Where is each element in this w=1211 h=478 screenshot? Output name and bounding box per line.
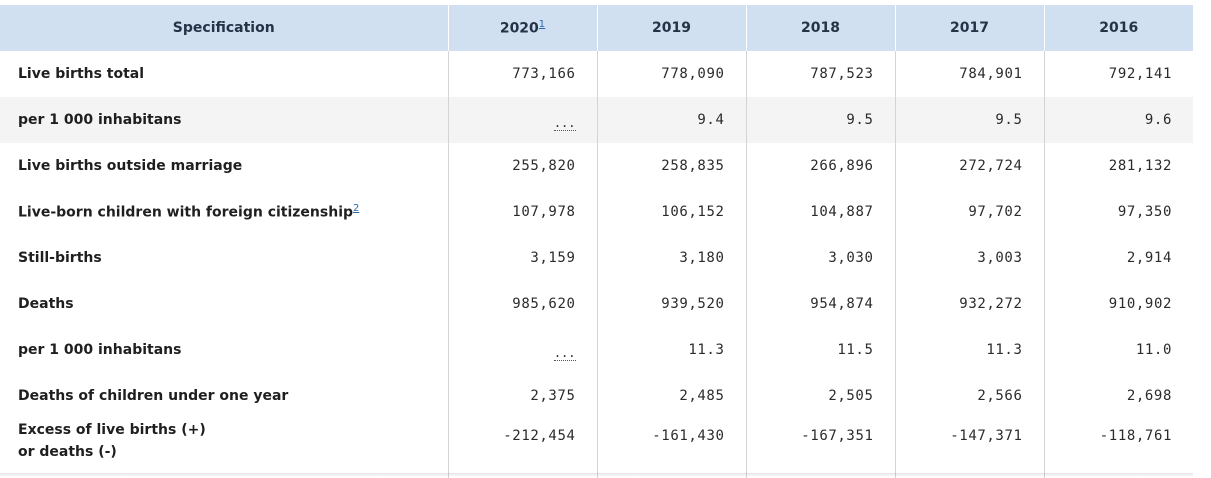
row-label: Live-born children with foreign citizens… — [18, 204, 354, 221]
data-table-wrapper: Specification 20201 2019 2018 2017 2016 … — [0, 5, 1193, 478]
cell-value: 9.5 — [895, 97, 1045, 143]
cell-value: -167,351 — [746, 419, 896, 478]
cell-value: 910,902 — [1108, 296, 1172, 312]
cell-value-not-available[interactable]: ... — [448, 327, 598, 373]
cell-value: 107,978 — [448, 189, 598, 235]
cell-value: 792,141 — [1108, 66, 1172, 82]
cell-value: 954,874 — [746, 281, 896, 327]
table-row-foreign-citizenship: Live-born children with foreign citizens… — [0, 189, 1193, 235]
cell-value: 2,698 — [1126, 388, 1172, 404]
cell-value: 9.4 — [597, 97, 747, 143]
scroll-shadow-divider — [0, 473, 1193, 477]
header-year-label: 2018 — [801, 20, 840, 36]
cell-value: 97,702 — [895, 189, 1045, 235]
births-deaths-table: Specification 20201 2019 2018 2017 2016 … — [0, 5, 1193, 478]
row-label: per 1 000 inhabitans — [0, 97, 449, 143]
cell-value: -147,371 — [895, 419, 1045, 478]
cell-value: 97,350 — [1117, 204, 1172, 220]
footnote-link-1[interactable]: 1 — [538, 19, 546, 31]
cell-value: 2,505 — [746, 373, 896, 419]
cell-value: 3,159 — [448, 235, 598, 281]
cell-value: 3,030 — [746, 235, 896, 281]
cell-value: 11.5 — [746, 327, 896, 373]
cell-value: 932,272 — [895, 281, 1045, 327]
table-row-live-births-total: Live births total 773,166 778,090 787,52… — [0, 51, 1193, 97]
cell-value: 3,180 — [597, 235, 747, 281]
cell-value: 255,820 — [448, 143, 598, 189]
cell-value: 104,887 — [746, 189, 896, 235]
header-year-2019[interactable]: 2019 — [597, 5, 747, 51]
header-year-2017[interactable]: 2017 — [895, 5, 1045, 51]
cell-value: 281,132 — [1108, 158, 1172, 174]
row-label-line: or deaths (-) — [18, 444, 117, 460]
header-year-label: 2016 — [1099, 20, 1139, 36]
cell-value: -118,761 — [1099, 428, 1172, 444]
footnote-link-2[interactable]: 2 — [353, 203, 360, 215]
header-year-2018[interactable]: 2018 — [746, 5, 896, 51]
cell-value: 2,566 — [895, 373, 1045, 419]
table-row-births-outside-marriage: Live births outside marriage 255,820 258… — [0, 143, 1193, 189]
not-available-marker[interactable]: ... — [553, 346, 576, 361]
cell-value: 11.3 — [895, 327, 1045, 373]
header-year-2016[interactable]: 2016 — [1044, 5, 1193, 51]
cell-value: 258,835 — [597, 143, 747, 189]
cell-value: 773,166 — [448, 51, 598, 97]
row-label: Live births outside marriage — [0, 143, 449, 189]
row-label: Deaths — [0, 281, 449, 327]
header-specification[interactable]: Specification — [0, 5, 449, 51]
header-year-label: 2019 — [652, 20, 691, 36]
row-label-line: Excess of live births (+) — [18, 422, 206, 438]
table-row-infant-deaths: Deaths of children under one year 2,375 … — [0, 373, 1193, 419]
row-label: Deaths of children under one year — [0, 373, 449, 419]
cell-value: 778,090 — [597, 51, 747, 97]
cell-value: 3,003 — [895, 235, 1045, 281]
cell-value: 11.3 — [597, 327, 747, 373]
row-label: Live births total — [0, 51, 449, 97]
cell-value: 2,375 — [448, 373, 598, 419]
header-year-label: 2020 — [499, 20, 539, 37]
row-label-multiline: Excess of live births (+) or deaths (-) — [0, 419, 449, 478]
cell-value: 272,724 — [895, 143, 1045, 189]
table-row-excess-births-deaths: Excess of live births (+) or deaths (-) -… — [0, 419, 1193, 478]
cell-value: -212,454 — [448, 419, 598, 478]
cell-value: -161,430 — [597, 419, 747, 478]
table-row-births-per-1000: per 1 000 inhabitans ... 9.4 9.5 9.5 9.6 — [0, 97, 1193, 143]
cell-value: 106,152 — [597, 189, 747, 235]
header-row: Specification 20201 2019 2018 2017 2016 — [0, 5, 1193, 51]
cell-value: 266,896 — [746, 143, 896, 189]
cell-value: 787,523 — [746, 51, 896, 97]
cell-value: 784,901 — [895, 51, 1045, 97]
table-row-deaths: Deaths 985,620 939,520 954,874 932,272 9… — [0, 281, 1193, 327]
row-label-with-footnote: Live-born children with foreign citizens… — [0, 189, 449, 235]
cell-value: 9.5 — [746, 97, 896, 143]
table-row-deaths-per-1000: per 1 000 inhabitans ... 11.3 11.5 11.3 … — [0, 327, 1193, 373]
cell-value: 939,520 — [597, 281, 747, 327]
cell-value: 9.6 — [1044, 97, 1193, 143]
cell-value: 985,620 — [448, 281, 598, 327]
cell-value: 2,914 — [1126, 250, 1172, 266]
not-available-marker[interactable]: ... — [553, 116, 576, 131]
cell-value-not-available[interactable]: ... — [448, 97, 598, 143]
row-label: Still-births — [0, 235, 449, 281]
table-row-still-births: Still-births 3,159 3,180 3,030 3,003 2,9… — [0, 235, 1193, 281]
cell-value: 2,485 — [597, 373, 747, 419]
header-year-2020[interactable]: 20201 — [448, 5, 598, 51]
row-label: per 1 000 inhabitans — [0, 327, 449, 373]
header-year-label: 2017 — [950, 20, 989, 36]
cell-value: 11.0 — [1135, 342, 1172, 358]
